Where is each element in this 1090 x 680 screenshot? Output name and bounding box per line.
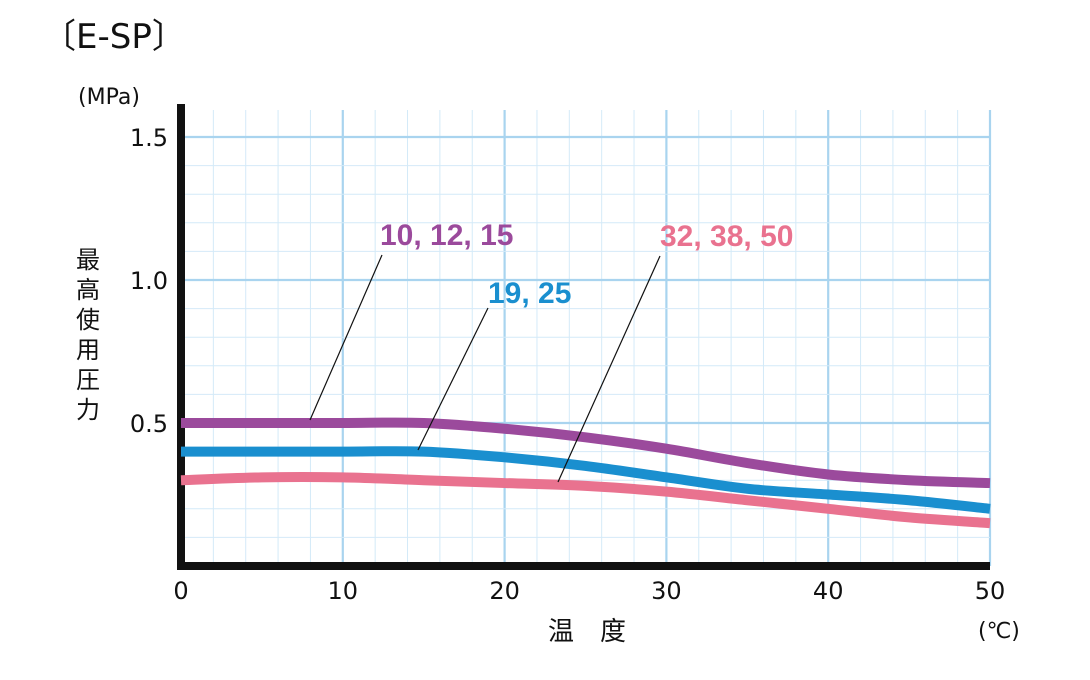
leader-line — [557, 255, 661, 483]
x-tick-label: 20 — [489, 577, 520, 605]
series-line — [180, 471, 991, 529]
series-label: 10, 12, 15 — [380, 219, 513, 252]
y-axis-label-char: 圧 — [76, 366, 100, 394]
x-axis-label: 温 度 — [548, 617, 626, 647]
x-tick-label: 0 — [173, 577, 188, 605]
series-line — [181, 417, 991, 489]
y-axis-label-char: 使 — [76, 306, 100, 334]
series-line — [181, 446, 991, 514]
series-label: 32, 38, 50 — [660, 220, 793, 253]
y-axis-label-char: 力 — [76, 396, 100, 424]
series-label: 19, 25 — [488, 277, 571, 310]
y-axis-label-char: 最 — [76, 246, 100, 274]
leader-line — [309, 254, 383, 421]
y-axis-unit: (MPa) — [78, 85, 140, 110]
tick-labels: 0 10 20 30 40 50 0.5 1.0 1.5 — [130, 124, 1005, 605]
y-tick-label: 0.5 — [130, 410, 168, 438]
axes — [177, 104, 990, 570]
x-tick-label: 30 — [651, 577, 682, 605]
y-axis-label-char: 用 — [76, 336, 100, 364]
y-tick-label: 1.0 — [130, 267, 168, 295]
series-labels: 10, 12, 15 19, 25 32, 38, 50 — [309, 219, 793, 483]
y-axis-label-char: 高 — [76, 276, 100, 304]
x-tick-label: 50 — [975, 577, 1006, 605]
chart-title: 〔E-SP〕 — [42, 17, 186, 57]
y-tick-label: 1.5 — [130, 124, 168, 152]
series-lines — [180, 417, 991, 529]
x-tick-label: 40 — [813, 577, 844, 605]
x-axis-unit: (℃) — [978, 619, 1020, 644]
leader-line — [417, 307, 489, 451]
x-tick-label: 10 — [328, 577, 359, 605]
